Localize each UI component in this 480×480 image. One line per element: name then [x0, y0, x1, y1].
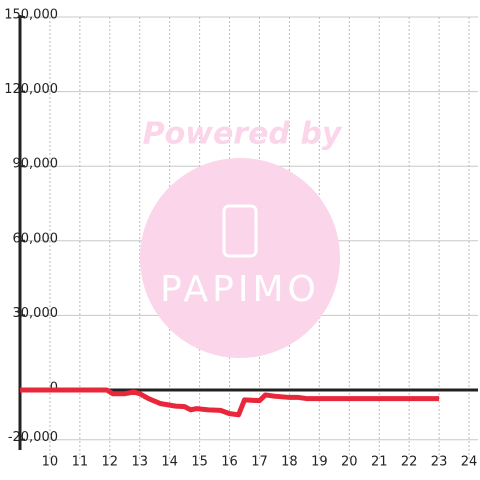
data-line — [20, 387, 440, 418]
watermark-circle — [140, 158, 340, 358]
x-tick-label: 20 — [341, 455, 358, 470]
y-tick-label: 60,000 — [13, 231, 59, 246]
y-tick-label: 30,000 — [13, 306, 59, 321]
x-tick-label: 16 — [221, 455, 238, 470]
watermark-text: Powered by — [143, 117, 343, 152]
y-tick-label: 150,000 — [4, 8, 58, 23]
y-tick-label: -20,000 — [8, 430, 58, 445]
x-tick-label: 18 — [281, 455, 298, 470]
x-tick-label: 14 — [161, 455, 178, 470]
x-tick-label: 13 — [131, 455, 148, 470]
x-tick-label: 22 — [401, 455, 418, 470]
x-tick-label: 19 — [311, 455, 328, 470]
x-tick-label: 11 — [72, 455, 89, 470]
x-tick-label: 12 — [102, 455, 119, 470]
x-tick-label: 17 — [251, 455, 268, 470]
x-tick-label: 15 — [191, 455, 208, 470]
y-tick-label: 90,000 — [13, 157, 59, 172]
x-tick-label: 21 — [371, 455, 388, 470]
x-tick-label: 23 — [431, 455, 448, 470]
watermark-phone — [222, 204, 258, 258]
x-tick-label: 10 — [42, 455, 59, 470]
x-tick-label: 24 — [461, 455, 478, 470]
y-tick-label: 120,000 — [4, 82, 58, 97]
watermark-logo: PAPIMO — [160, 269, 320, 310]
